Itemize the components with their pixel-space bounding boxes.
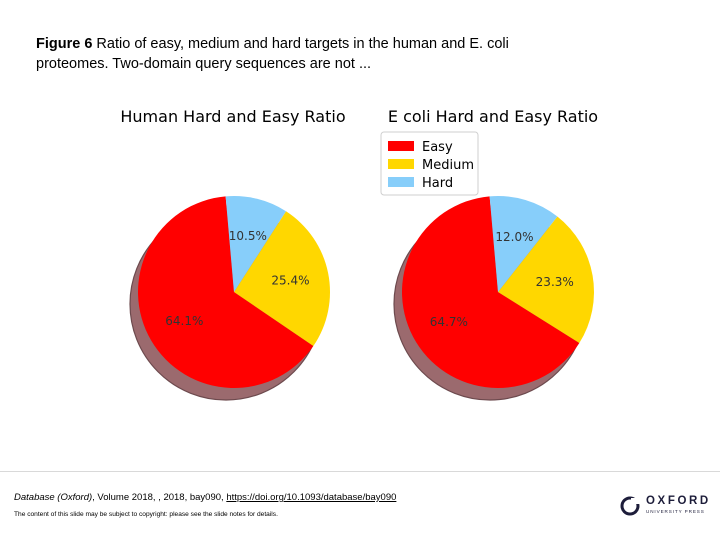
human-pie-slice-medium xyxy=(234,211,330,347)
citation-details: , Volume 2018, , 2018, bay090, xyxy=(92,492,227,503)
doi-link[interactable]: https://doi.org/10.1093/database/bay090 xyxy=(226,492,397,503)
footer-divider xyxy=(0,471,720,472)
figure-caption-text: Ratio of easy, medium and hard targets i… xyxy=(36,36,509,72)
human-pie-label-hard: 10.5% xyxy=(229,229,267,243)
legend-swatch-easy xyxy=(388,141,414,151)
human-pie-slice-easy xyxy=(138,196,314,388)
human-pie-slice-hard xyxy=(225,196,287,292)
oxford-logo-mark-icon xyxy=(620,496,640,516)
pie-charts-svg: Human Hard and Easy Ratio 64.1% 25.4% 10.5%… xyxy=(120,107,598,401)
oxford-logo: OXFORD UNIVERSITY PRESS xyxy=(620,494,712,518)
ecoli-pie-label-hard: 12.0% xyxy=(495,230,533,244)
ecoli-pie-title: E coli Hard and Easy Ratio xyxy=(388,107,598,126)
ecoli-pie-label-easy: 64.7% xyxy=(430,315,468,329)
human-pie-label-medium: 25.4% xyxy=(271,274,309,288)
ecoli-pie-label-medium: 23.3% xyxy=(536,275,574,289)
legend-swatch-hard xyxy=(388,177,414,187)
legend-label-hard: Hard xyxy=(422,176,453,191)
oxford-logo-word: OXFORD xyxy=(646,495,711,507)
legend-swatch-medium xyxy=(388,159,414,169)
figure-label: Figure 6 xyxy=(36,36,93,52)
figure-caption: Figure 6 Ratio of easy, medium and hard … xyxy=(36,34,556,74)
ecoli-pie-slice-medium xyxy=(498,216,594,343)
legend-label-medium: Medium xyxy=(422,158,474,173)
ecoli-pie-slice-hard xyxy=(489,196,558,292)
citation-journal: Database (Oxford) xyxy=(14,492,93,503)
human-pie-label-easy: 64.1% xyxy=(165,314,203,328)
oxford-logo-sub: UNIVERSITY PRESS xyxy=(646,509,705,514)
citation: Database (Oxford), Volume 2018, , 2018, … xyxy=(14,492,396,503)
legend-label-easy: Easy xyxy=(422,140,453,155)
ecoli-pie-slice-easy xyxy=(401,196,580,389)
copyright-notice: The content of this slide may be subject… xyxy=(14,511,278,518)
pie-charts-figure: Human Hard and Easy Ratio 64.1% 25.4% 10.5%… xyxy=(108,92,628,452)
human-pie-title: Human Hard and Easy Ratio xyxy=(120,107,345,126)
